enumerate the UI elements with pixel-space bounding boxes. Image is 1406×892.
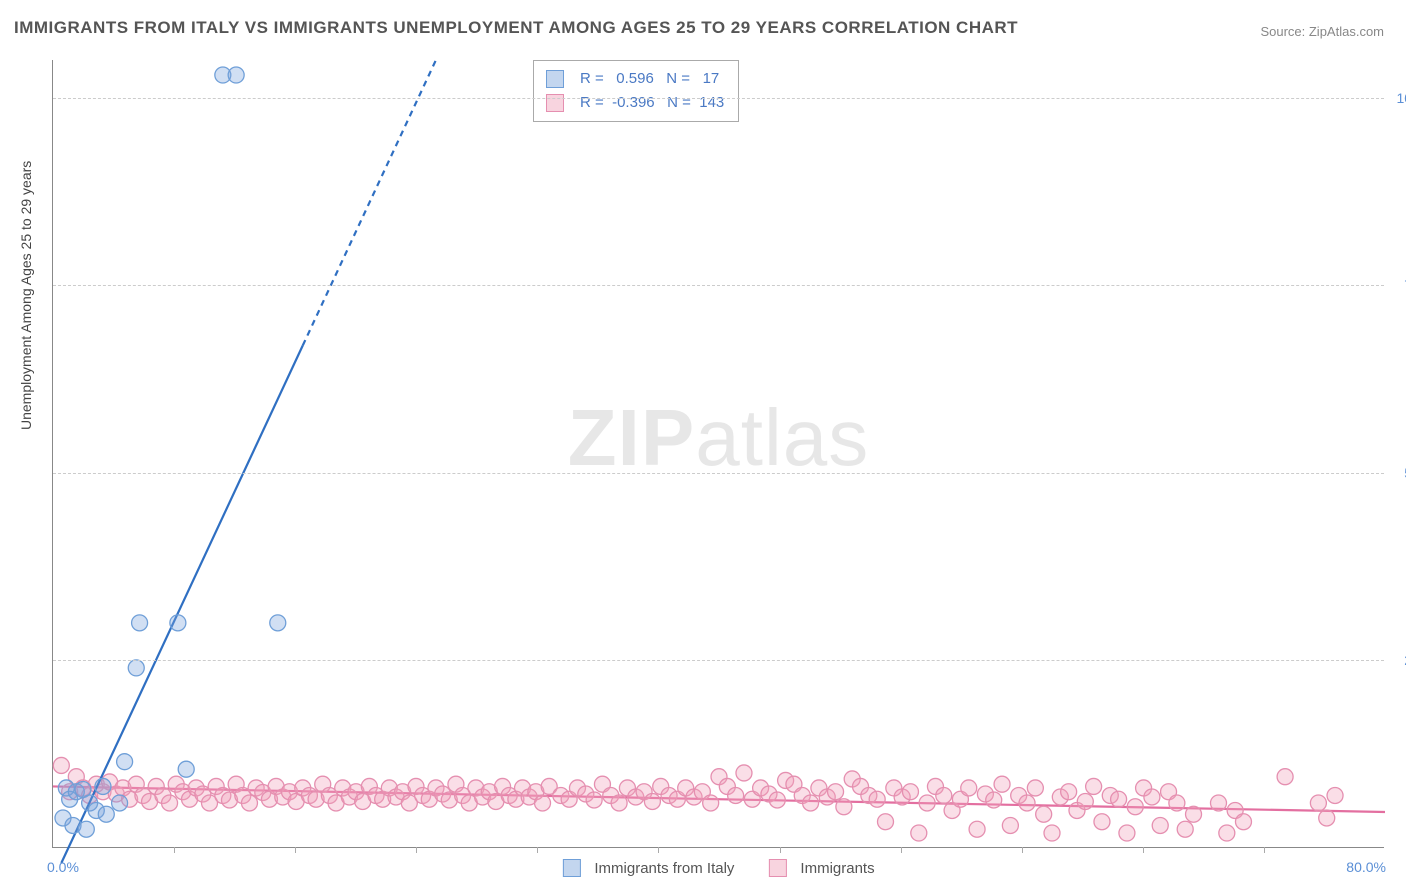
legend-item: Immigrants bbox=[768, 859, 874, 877]
scatter-point bbox=[769, 792, 785, 808]
x-tick bbox=[780, 847, 781, 853]
scatter-point bbox=[961, 780, 977, 796]
grid-line bbox=[53, 98, 1384, 99]
scatter-point bbox=[98, 806, 114, 822]
scatter-point bbox=[95, 778, 111, 794]
scatter-point bbox=[1127, 799, 1143, 815]
scatter-point bbox=[1094, 814, 1110, 830]
stats-text: R = 0.596 N = 17 bbox=[580, 67, 719, 91]
chart-title: IMMIGRANTS FROM ITALY VS IMMIGRANTS UNEM… bbox=[14, 18, 1018, 38]
scatter-point bbox=[1186, 806, 1202, 822]
scatter-point bbox=[836, 799, 852, 815]
x-tick bbox=[1022, 847, 1023, 853]
scatter-point bbox=[162, 795, 178, 811]
scatter-point bbox=[1002, 817, 1018, 833]
scatter-point bbox=[1169, 795, 1185, 811]
scatter-point bbox=[270, 615, 286, 631]
stats-text: R = -0.396 N = 143 bbox=[580, 91, 724, 115]
x-tick bbox=[901, 847, 902, 853]
legend-swatch bbox=[562, 859, 580, 877]
legend-label: Immigrants bbox=[800, 860, 874, 877]
scatter-point bbox=[611, 795, 627, 811]
scatter-point bbox=[703, 795, 719, 811]
source-label: Source: ZipAtlas.com bbox=[1260, 24, 1384, 39]
scatter-point bbox=[1036, 806, 1052, 822]
legend-swatch bbox=[546, 70, 564, 88]
stats-row: R = 0.596 N = 17 bbox=[546, 67, 724, 91]
grid-line bbox=[53, 660, 1384, 661]
scatter-point bbox=[919, 795, 935, 811]
scatter-point bbox=[986, 792, 1002, 808]
scatter-point bbox=[1019, 795, 1035, 811]
scatter-point bbox=[911, 825, 927, 841]
scatter-point bbox=[1144, 789, 1160, 805]
x-tick bbox=[1143, 847, 1144, 853]
x-axis-min-label: 0.0% bbox=[47, 859, 79, 875]
scatter-point bbox=[1077, 793, 1093, 809]
legend-item: Immigrants from Italy bbox=[562, 859, 734, 877]
scatter-point bbox=[869, 791, 885, 807]
scatter-point bbox=[78, 821, 94, 837]
scatter-point bbox=[1027, 780, 1043, 796]
scatter-point bbox=[1152, 817, 1168, 833]
y-tick-label: 50.0% bbox=[1389, 465, 1406, 481]
scatter-point bbox=[178, 761, 194, 777]
x-tick bbox=[1264, 847, 1265, 853]
x-tick bbox=[174, 847, 175, 853]
scatter-point bbox=[170, 615, 186, 631]
scatter-point bbox=[1086, 778, 1102, 794]
scatter-point bbox=[969, 821, 985, 837]
grid-line bbox=[53, 285, 1384, 286]
scatter-point bbox=[936, 787, 952, 803]
scatter-point bbox=[736, 765, 752, 781]
scatter-point bbox=[1111, 791, 1127, 807]
scatter-point bbox=[1119, 825, 1135, 841]
bottom-legend: Immigrants from Italy Immigrants bbox=[562, 859, 874, 877]
scatter-point bbox=[728, 787, 744, 803]
y-tick-label: 25.0% bbox=[1389, 652, 1406, 668]
scatter-point bbox=[1061, 784, 1077, 800]
x-tick bbox=[416, 847, 417, 853]
y-tick-label: 100.0% bbox=[1389, 90, 1406, 106]
scatter-point bbox=[994, 776, 1010, 792]
scatter-point bbox=[112, 795, 128, 811]
scatter-point bbox=[1319, 810, 1335, 826]
scatter-point bbox=[1211, 795, 1227, 811]
scatter-point bbox=[878, 814, 894, 830]
x-axis-max-label: 80.0% bbox=[1346, 859, 1386, 875]
scatter-point bbox=[1277, 769, 1293, 785]
scatter-point bbox=[1219, 825, 1235, 841]
chart-area: ZIPatlas R = 0.596 N = 17R = -0.396 N = … bbox=[52, 60, 1384, 848]
scatter-point bbox=[228, 67, 244, 83]
scatter-point bbox=[117, 754, 133, 770]
scatter-point bbox=[828, 784, 844, 800]
stats-row: R = -0.396 N = 143 bbox=[546, 91, 724, 115]
scatter-point bbox=[586, 792, 602, 808]
scatter-point bbox=[1177, 821, 1193, 837]
y-axis-label: Unemployment Among Ages 25 to 29 years bbox=[18, 161, 34, 430]
legend-swatch bbox=[768, 859, 786, 877]
scatter-point bbox=[1327, 787, 1343, 803]
grid-line bbox=[53, 473, 1384, 474]
scatter-point bbox=[132, 615, 148, 631]
scatter-point bbox=[53, 757, 69, 773]
scatter-plot-svg bbox=[53, 60, 1384, 847]
scatter-point bbox=[1235, 814, 1251, 830]
scatter-point bbox=[241, 795, 257, 811]
scatter-point bbox=[644, 793, 660, 809]
scatter-point bbox=[128, 660, 144, 676]
stats-legend-box: R = 0.596 N = 17R = -0.396 N = 143 bbox=[533, 60, 739, 122]
scatter-point bbox=[902, 784, 918, 800]
legend-label: Immigrants from Italy bbox=[594, 860, 734, 877]
x-tick bbox=[537, 847, 538, 853]
scatter-point bbox=[803, 795, 819, 811]
x-tick bbox=[295, 847, 296, 853]
scatter-point bbox=[1044, 825, 1060, 841]
x-tick bbox=[658, 847, 659, 853]
scatter-point bbox=[1310, 795, 1326, 811]
scatter-point bbox=[535, 795, 551, 811]
y-tick-label: 75.0% bbox=[1389, 277, 1406, 293]
